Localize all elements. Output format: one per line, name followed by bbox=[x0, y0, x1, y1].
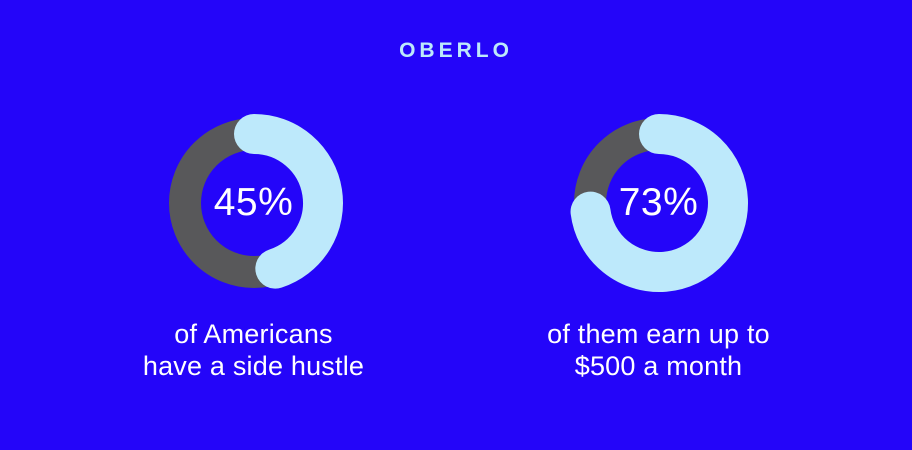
donut-caption-right: of them earn up to $500 a month bbox=[547, 319, 770, 383]
donut-ring-left: 45% bbox=[154, 103, 354, 303]
oberlo-logo: OBERLO bbox=[399, 39, 513, 62]
caption-line: of them earn up to bbox=[547, 319, 770, 349]
charts-row: 45% of Americans have a side hustle 73% … bbox=[99, 103, 814, 383]
donut-svg bbox=[570, 114, 748, 292]
donut-progress-arc bbox=[233, 114, 343, 289]
donut-ring-right: 73% bbox=[559, 103, 759, 303]
donut-chart-earnings: 73% of them earn up to $500 a month bbox=[504, 103, 814, 383]
donut-progress-arc bbox=[570, 114, 748, 292]
donut-percentage-label: 73% bbox=[618, 181, 699, 224]
caption-line: of Americans bbox=[174, 319, 333, 349]
caption-line: $500 a month bbox=[574, 350, 743, 381]
donut-percentage-label: 45% bbox=[213, 181, 294, 224]
caption-line: have a side hustle bbox=[142, 350, 365, 381]
donut-chart-side-hustle: 45% of Americans have a side hustle bbox=[99, 103, 409, 383]
donut-caption-left: of Americans have a side hustle bbox=[143, 319, 364, 383]
donut-svg bbox=[168, 114, 343, 289]
